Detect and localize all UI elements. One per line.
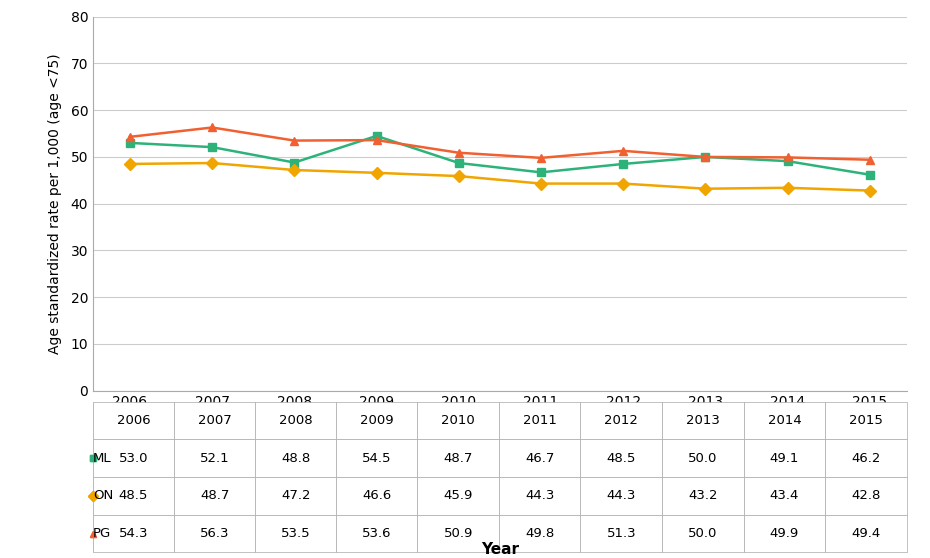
Text: Year: Year	[481, 542, 519, 557]
Y-axis label: Age standardized rate per 1,000 (age <75): Age standardized rate per 1,000 (age <75…	[48, 54, 62, 354]
Text: ML: ML	[93, 452, 112, 465]
Text: PG: PG	[93, 527, 112, 540]
Text: ON: ON	[93, 489, 113, 502]
